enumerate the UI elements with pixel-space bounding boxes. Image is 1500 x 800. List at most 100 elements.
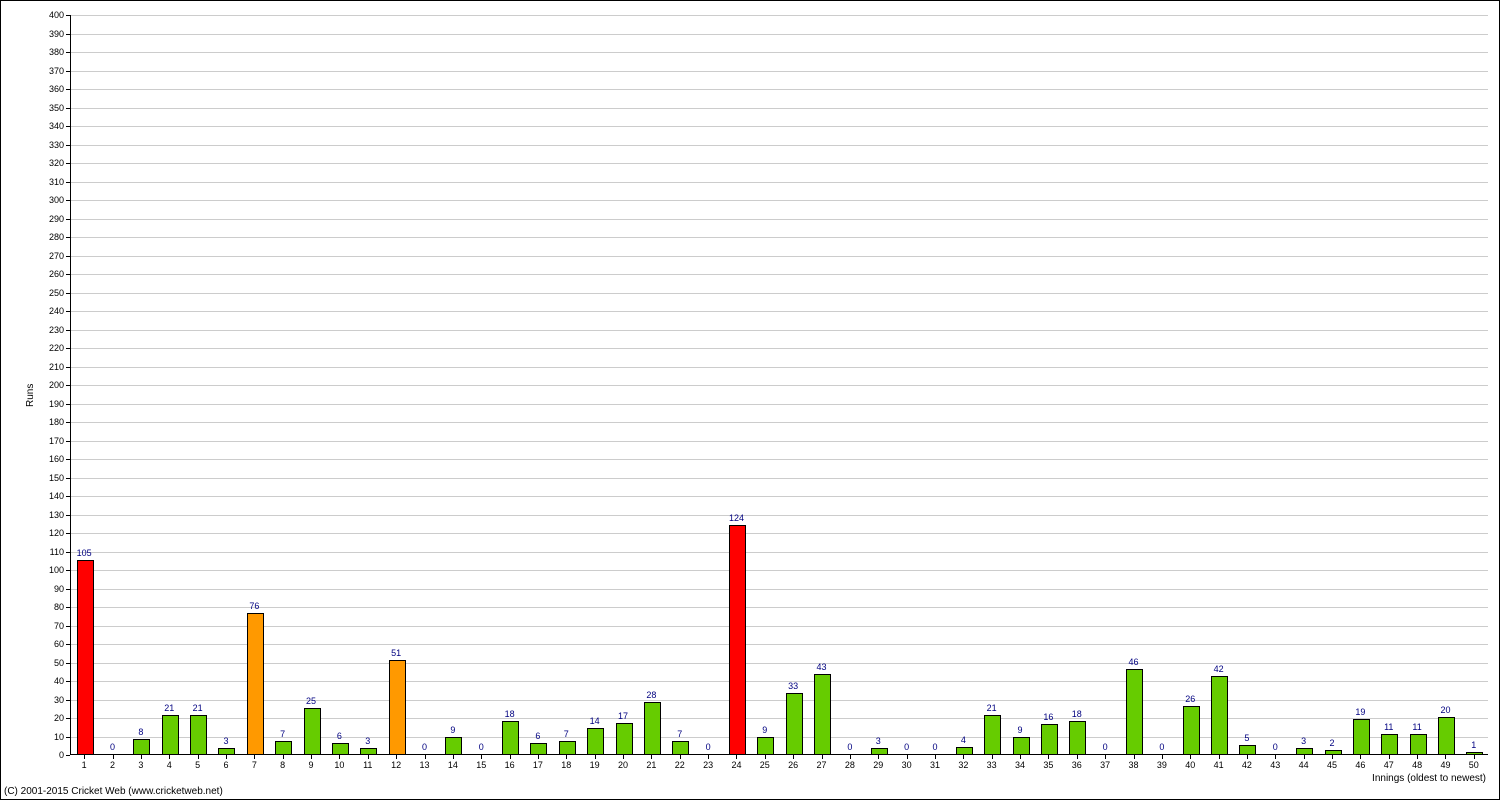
y-tick-mark [66, 718, 70, 719]
bar-value-label: 9 [1018, 725, 1023, 735]
bar [1438, 717, 1455, 754]
x-tick-mark [1190, 755, 1191, 759]
x-tick-label: 30 [902, 760, 912, 770]
y-tick-mark [66, 237, 70, 238]
bar [1466, 752, 1483, 754]
bar [1211, 676, 1228, 754]
bar [332, 743, 349, 754]
x-tick-mark [1417, 755, 1418, 759]
y-tick-mark [66, 34, 70, 35]
x-tick-mark [566, 755, 567, 759]
y-tick-label: 290 [42, 214, 64, 224]
x-tick-mark [84, 755, 85, 759]
bar [984, 715, 1001, 754]
gridline [71, 163, 1488, 164]
bar [530, 743, 547, 754]
x-tick-label: 50 [1469, 760, 1479, 770]
gridline [71, 145, 1488, 146]
x-tick-mark [680, 755, 681, 759]
y-tick-mark [66, 589, 70, 590]
x-tick-label: 33 [987, 760, 997, 770]
y-tick-label: 240 [42, 306, 64, 316]
x-tick-mark [878, 755, 879, 759]
y-tick-label: 270 [42, 251, 64, 261]
gridline [71, 367, 1488, 368]
x-tick-mark [1048, 755, 1049, 759]
y-tick-label: 400 [42, 10, 64, 20]
bar [1183, 706, 1200, 754]
x-tick-mark [935, 755, 936, 759]
gridline [71, 718, 1488, 719]
gridline [71, 552, 1488, 553]
x-tick-mark [1304, 755, 1305, 759]
y-tick-label: 80 [42, 602, 64, 612]
x-tick-label: 31 [930, 760, 940, 770]
gridline [71, 626, 1488, 627]
x-tick-label: 14 [448, 760, 458, 770]
gridline [71, 681, 1488, 682]
x-tick-label: 46 [1355, 760, 1365, 770]
x-axis-title: Innings (oldest to newest) [1372, 773, 1486, 784]
gridline [71, 700, 1488, 701]
bar-value-label: 105 [77, 548, 92, 558]
y-tick-label: 200 [42, 380, 64, 390]
gridline [71, 200, 1488, 201]
x-tick-label: 40 [1185, 760, 1195, 770]
x-tick-mark [113, 755, 114, 759]
x-tick-label: 37 [1100, 760, 1110, 770]
y-tick-mark [66, 626, 70, 627]
gridline [71, 15, 1488, 16]
bar [1239, 745, 1256, 754]
x-tick-label: 29 [873, 760, 883, 770]
y-tick-mark [66, 422, 70, 423]
y-tick-label: 230 [42, 325, 64, 335]
x-tick-label: 4 [167, 760, 172, 770]
gridline [71, 441, 1488, 442]
x-tick-mark [1020, 755, 1021, 759]
bar [956, 747, 973, 754]
bar-value-label: 3 [876, 736, 881, 746]
bar [587, 728, 604, 754]
y-tick-label: 40 [42, 676, 64, 686]
y-tick-label: 180 [42, 417, 64, 427]
bar [814, 674, 831, 754]
x-tick-mark [538, 755, 539, 759]
bar-value-label: 7 [677, 729, 682, 739]
bar [644, 702, 661, 754]
bar-value-label: 76 [249, 601, 259, 611]
bar-value-label: 18 [1072, 709, 1082, 719]
bar-value-label: 0 [422, 742, 427, 752]
y-tick-mark [66, 755, 70, 756]
y-tick-mark [66, 552, 70, 553]
bar-value-label: 0 [110, 742, 115, 752]
bar-value-label: 46 [1128, 657, 1138, 667]
y-tick-mark [66, 311, 70, 312]
x-tick-mark [510, 755, 511, 759]
bar-value-label: 51 [391, 648, 401, 658]
x-tick-label: 19 [590, 760, 600, 770]
y-tick-mark [66, 515, 70, 516]
y-tick-mark [66, 737, 70, 738]
x-tick-mark [623, 755, 624, 759]
bar-value-label: 3 [365, 736, 370, 746]
x-tick-label: 25 [760, 760, 770, 770]
gridline [71, 533, 1488, 534]
y-tick-mark [66, 681, 70, 682]
bar-value-label: 17 [618, 711, 628, 721]
x-tick-label: 8 [280, 760, 285, 770]
y-tick-mark [66, 385, 70, 386]
gridline [71, 589, 1488, 590]
x-tick-label: 17 [533, 760, 543, 770]
bar [786, 693, 803, 754]
y-axis-title: Runs [25, 384, 36, 407]
bar [729, 525, 746, 754]
gridline [71, 237, 1488, 238]
bar-value-label: 0 [1103, 742, 1108, 752]
x-tick-mark [992, 755, 993, 759]
y-tick-label: 130 [42, 510, 64, 520]
x-tick-mark [793, 755, 794, 759]
y-tick-label: 340 [42, 121, 64, 131]
gridline [71, 256, 1488, 257]
y-tick-mark [66, 404, 70, 405]
bar [757, 737, 774, 754]
